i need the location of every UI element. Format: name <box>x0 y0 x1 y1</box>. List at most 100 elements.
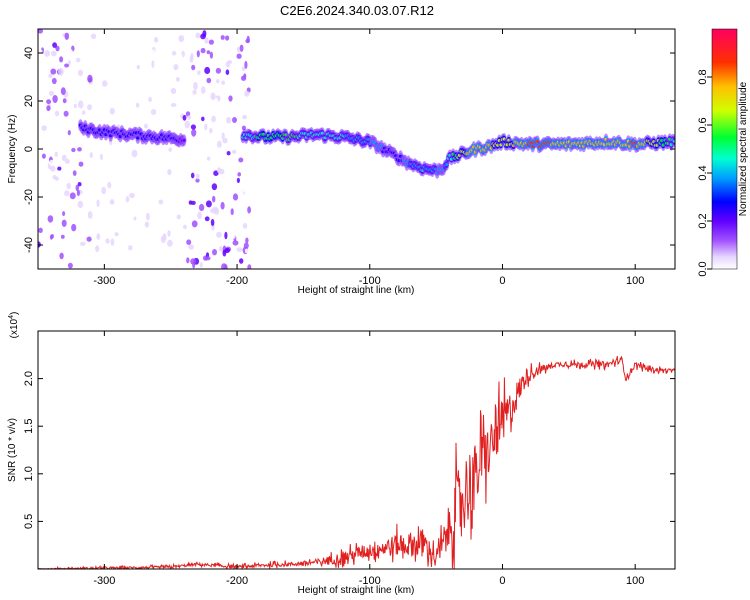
noise-speckle <box>250 56 255 63</box>
noise-speckle <box>236 46 241 53</box>
noise-speckle <box>228 95 233 102</box>
noise-speckle <box>52 175 57 180</box>
noise-speckle <box>77 200 84 208</box>
y-tick-label: 1.0 <box>23 466 35 481</box>
signal-core <box>182 138 186 142</box>
noise-speckle <box>263 55 268 64</box>
noise-speckle <box>110 238 115 246</box>
noise-speckle <box>244 60 248 69</box>
noise-speckle <box>206 77 212 84</box>
noise-speckle <box>286 38 291 44</box>
noise-speckle <box>222 137 228 144</box>
noise-speckle <box>170 264 176 269</box>
noise-speckle <box>187 115 192 120</box>
noise-speckle <box>124 239 129 246</box>
noise-speckle <box>170 87 177 95</box>
noise-speckle <box>83 216 87 225</box>
noise-speckle <box>62 211 66 217</box>
noise-speckle <box>206 156 211 161</box>
figure-title: C2E6.2024.340.03.07.R12 <box>280 3 434 18</box>
noise-speckle <box>208 39 214 45</box>
snr-scale-label: (x104) <box>8 312 20 339</box>
noise-speckle <box>188 244 194 250</box>
x-tick-label: 0 <box>499 575 505 587</box>
colorbar-tick-label: 0.6 <box>697 117 709 132</box>
noise-speckle <box>216 231 222 238</box>
colorbar-tick-label: 0.0 <box>697 261 709 276</box>
noise-speckle <box>76 189 80 197</box>
noise-speckle <box>175 77 180 82</box>
noise-speckle <box>175 198 179 203</box>
noise-speckle <box>77 147 82 152</box>
noise-speckle <box>114 232 119 237</box>
noise-speckle <box>244 90 250 97</box>
noise-speckle <box>60 87 66 95</box>
noise-speckle <box>99 140 104 146</box>
x-tick-label: 100 <box>626 275 644 287</box>
noise-speckle <box>196 50 200 58</box>
noise-speckle <box>236 247 243 253</box>
y-tick-label: 0.5 <box>23 514 35 529</box>
noise-speckle <box>151 60 155 68</box>
noise-speckle <box>144 260 149 265</box>
noise-speckle <box>50 50 57 57</box>
noise-speckle <box>96 233 101 241</box>
noise-speckle <box>274 173 279 181</box>
noise-speckle <box>204 216 210 222</box>
colorbar-ticks: 0.0 0.2 0.4 0.6 0.8 <box>697 69 712 277</box>
noise-speckle <box>186 257 190 264</box>
noise-speckle <box>190 172 195 179</box>
noise-speckle <box>69 49 73 55</box>
noise-speckle <box>225 35 230 41</box>
noise-speckle <box>87 104 93 111</box>
noise-speckle <box>170 103 177 107</box>
noise-speckle <box>281 153 286 161</box>
noise-speckle <box>209 51 213 59</box>
noise-speckle <box>130 166 134 174</box>
y-tick-label: 2.0 <box>23 371 35 386</box>
noise-speckle <box>142 78 148 86</box>
noise-speckle <box>167 169 172 176</box>
noise-speckle <box>66 182 71 190</box>
noise-speckle <box>167 239 173 247</box>
noise-speckle <box>59 56 64 63</box>
noise-speckle <box>239 44 244 52</box>
noise-speckle <box>77 212 81 218</box>
noise-speckle <box>62 98 67 104</box>
noise-speckle <box>55 45 60 52</box>
noise-speckle <box>178 35 185 43</box>
noise-speckle <box>173 64 179 71</box>
noise-speckle <box>247 264 252 269</box>
noise-speckle <box>41 125 47 131</box>
noise-speckle <box>57 166 62 171</box>
noise-speckle <box>50 68 57 75</box>
noise-speckle <box>243 186 249 193</box>
noise-speckle <box>86 236 92 242</box>
noise-speckle <box>216 79 220 84</box>
noise-speckle <box>231 149 237 154</box>
y-tick-label: 1.5 <box>23 419 35 434</box>
noise-speckle <box>236 53 242 59</box>
snr-y-ticks: 0.5 1.0 1.5 2.0 <box>23 371 675 529</box>
noise-speckle <box>61 219 67 227</box>
snr-scale-suffix: ) <box>9 312 20 315</box>
noise-speckle <box>84 191 90 197</box>
noise-speckle <box>73 252 80 259</box>
x-tick-label: -300 <box>93 575 115 587</box>
noise-speckle <box>89 152 93 159</box>
noise-speckle <box>135 102 140 108</box>
noise-speckle <box>195 178 200 183</box>
noise-speckle <box>150 109 157 115</box>
noise-speckle <box>221 132 225 140</box>
noise-speckle <box>133 216 137 221</box>
noise-speckle <box>77 182 82 187</box>
noise-speckle <box>192 89 197 95</box>
snr-panel: -300 -200 -100 0 100 0.5 1.0 1.5 2.0 Height of … <box>7 312 676 596</box>
noise-speckle <box>182 262 187 268</box>
noise-speckle <box>227 186 233 193</box>
noise-speckle <box>44 66 48 74</box>
noise-speckle <box>240 187 244 196</box>
noise-speckle <box>105 238 110 244</box>
noise-speckle <box>67 262 73 269</box>
